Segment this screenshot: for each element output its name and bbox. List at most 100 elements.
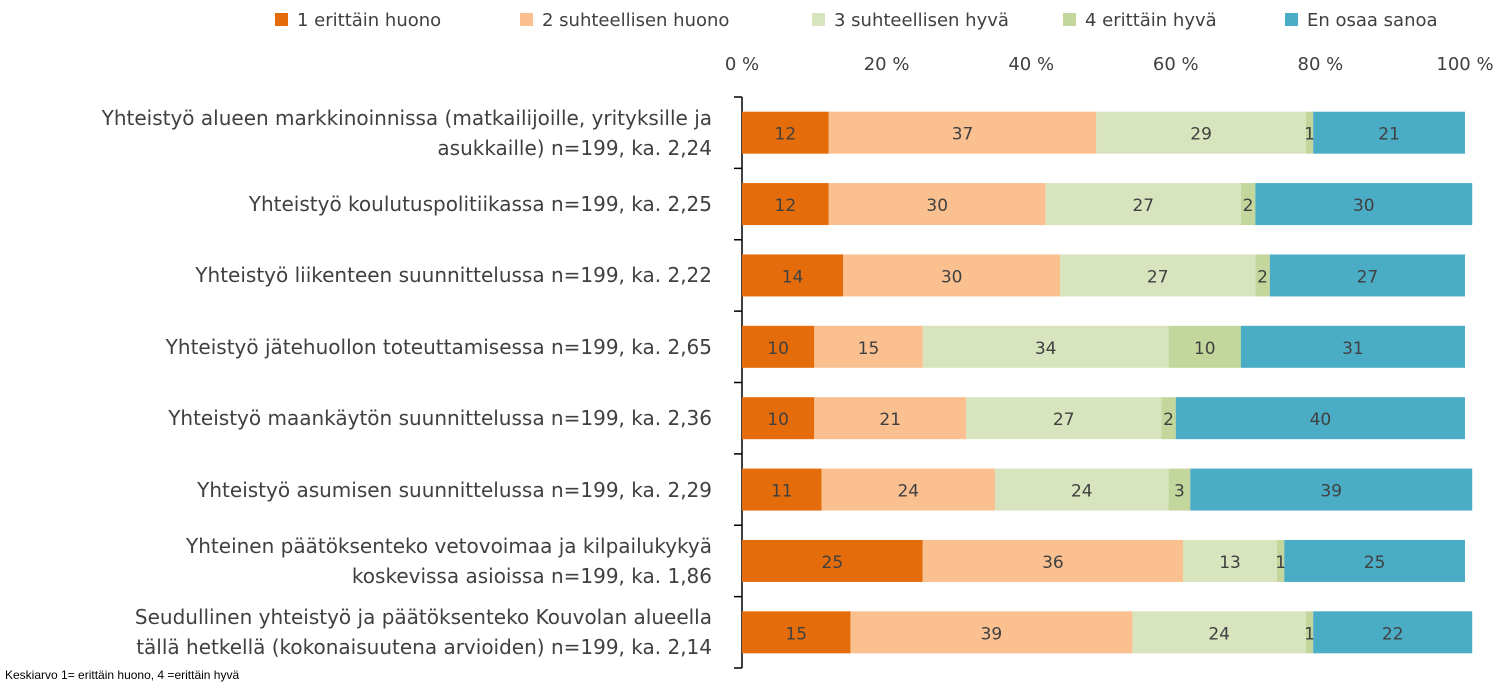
legend-label: 1 erittäin huono <box>297 10 441 31</box>
data-label: 24 <box>897 482 919 502</box>
category-label: Yhteistyö koulutuspolitiikassa n=199, ka… <box>248 192 712 217</box>
data-label: 12 <box>775 125 797 145</box>
bar-segment <box>1240 325 1465 368</box>
bar-segment <box>1168 468 1191 511</box>
legend-label: 3 suhteellisen hyvä <box>834 10 1009 31</box>
bar-segment <box>1313 611 1473 654</box>
bar-segment <box>1313 111 1465 154</box>
bar-segment <box>1190 468 1473 511</box>
legend-swatch <box>1063 13 1076 26</box>
bar-segment <box>1269 254 1465 297</box>
data-label: 1 <box>1275 553 1286 573</box>
bar-segment <box>814 325 923 368</box>
data-label: 27 <box>1053 410 1075 430</box>
data-label: 27 <box>1132 196 1154 216</box>
data-label: 15 <box>858 339 880 359</box>
legend-swatch <box>520 13 533 26</box>
legend-swatch <box>1285 13 1298 26</box>
legend-swatch <box>812 13 825 26</box>
data-label: 40 <box>1310 410 1332 430</box>
category-label: Yhteistyö jätehuollon toteuttamisessa n=… <box>165 334 712 359</box>
x-tick-label: 40 % <box>1008 54 1054 75</box>
data-label: 1 <box>1304 624 1315 644</box>
data-label: 39 <box>981 624 1003 644</box>
data-label: 11 <box>771 482 793 502</box>
bar-segment <box>742 183 829 226</box>
bar-segment <box>1183 539 1278 582</box>
data-label: 37 <box>952 125 974 145</box>
data-label: 24 <box>1208 624 1230 644</box>
data-label: 29 <box>1190 125 1212 145</box>
bar-segment <box>1277 539 1285 582</box>
bar-segment <box>828 111 1097 154</box>
legend-label: En osaa sanoa <box>1307 10 1438 31</box>
data-label: 30 <box>926 196 948 216</box>
x-tick-label: 0 % <box>725 54 759 75</box>
footnote: Keskiarvo 1= erittäin huono, 4 =erittäin… <box>5 668 240 682</box>
bar-segment <box>742 111 829 154</box>
data-label: 27 <box>1147 267 1169 287</box>
data-label: 39 <box>1320 482 1342 502</box>
data-label: 21 <box>879 410 901 430</box>
data-label: 10 <box>767 410 789 430</box>
data-label: 30 <box>1353 196 1375 216</box>
bar-segment <box>1161 397 1176 440</box>
category-label: Seudullinen yhteistyö ja päätöksenteko K… <box>134 605 712 660</box>
x-tick-label: 20 % <box>864 54 910 75</box>
x-tick-label: 80 % <box>1298 54 1344 75</box>
data-label: 14 <box>782 267 804 287</box>
bar-segment <box>1284 539 1465 582</box>
bar-segment <box>742 397 815 440</box>
data-label: 34 <box>1035 339 1057 359</box>
category-label: Yhteistyö asumisen suunnittelussa n=199,… <box>197 477 712 502</box>
bar-segment <box>742 325 815 368</box>
bar-segment <box>1240 183 1256 226</box>
data-label: 24 <box>1071 482 1093 502</box>
data-label: 2 <box>1163 410 1174 430</box>
legend-swatch <box>275 13 288 26</box>
bar-segment <box>1096 111 1306 154</box>
bar-segment <box>1060 254 1256 297</box>
bar-segment <box>814 397 967 440</box>
category-label: Yhteistyö alueen markkinoinnissa (matkai… <box>101 105 712 160</box>
data-label: 21 <box>1378 125 1400 145</box>
bar-segment <box>742 611 851 654</box>
bar-segment <box>1305 111 1314 154</box>
data-label: 25 <box>1364 553 1386 573</box>
bar-segment <box>922 539 1184 582</box>
data-label: 12 <box>775 196 797 216</box>
bar-segment <box>1168 325 1241 368</box>
x-tick-label: 60 % <box>1153 54 1199 75</box>
data-label: 27 <box>1357 267 1379 287</box>
bar-segment <box>828 183 1046 226</box>
data-label: 1 <box>1304 125 1315 145</box>
bar-segment <box>995 468 1169 511</box>
legend-label: 2 suhteellisen huono <box>542 10 729 31</box>
data-label: 36 <box>1042 553 1064 573</box>
data-label: 13 <box>1219 553 1241 573</box>
data-label: 10 <box>1194 339 1216 359</box>
data-label: 15 <box>785 624 807 644</box>
x-tick-label: 100 % <box>1436 54 1493 75</box>
bar-segment <box>843 254 1061 297</box>
bar-segment <box>966 397 1162 440</box>
bar-segment <box>742 539 923 582</box>
bar-segment <box>821 468 996 511</box>
data-label: 31 <box>1342 339 1364 359</box>
data-label: 3 <box>1174 482 1185 502</box>
bar-segment <box>742 254 844 297</box>
bar-segment <box>1132 611 1306 654</box>
category-label: Yhteistyö liikenteen suunnittelussa n=19… <box>195 263 712 288</box>
bar-segment <box>1255 254 1270 297</box>
bar-segment <box>850 611 1133 654</box>
data-label: 2 <box>1257 267 1268 287</box>
bar-segment <box>1175 397 1465 440</box>
bar-segment <box>742 468 822 511</box>
legend-label: 4 erittäin hyvä <box>1085 10 1217 31</box>
data-label: 22 <box>1382 624 1404 644</box>
data-label: 25 <box>822 553 844 573</box>
bar-segment <box>1305 611 1314 654</box>
data-label: 10 <box>767 339 789 359</box>
